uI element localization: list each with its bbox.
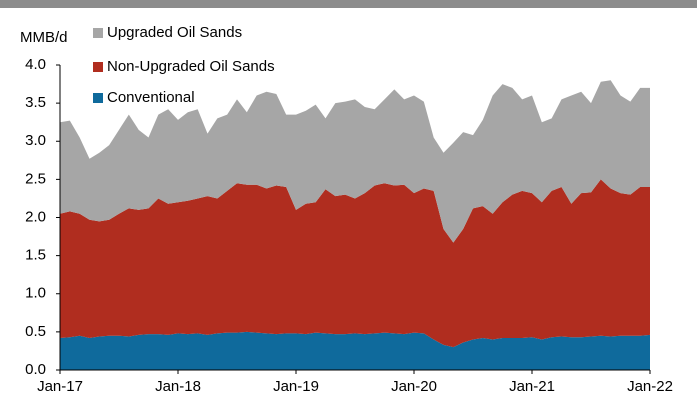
x-tick-label: Jan-22 <box>627 378 673 395</box>
legend-swatch <box>93 62 103 72</box>
x-tick-label: Jan-19 <box>273 378 319 395</box>
area <box>60 331 650 370</box>
legend-swatch <box>93 93 103 103</box>
legend-swatch <box>93 28 103 38</box>
y-tick-label: 1.5 <box>25 247 46 264</box>
area <box>60 179 650 348</box>
x-tick-label: Jan-21 <box>509 378 555 395</box>
legend-label: Non-Upgraded Oil Sands <box>107 58 275 75</box>
legend-label: Upgraded Oil Sands <box>107 24 242 41</box>
y-tick-label: 3.5 <box>25 94 46 111</box>
x-tick-label: Jan-18 <box>155 378 201 395</box>
y-tick-label: 1.0 <box>25 285 46 302</box>
x-tick-label: Jan-17 <box>37 378 83 395</box>
y-tick-label: 0.0 <box>25 361 46 378</box>
top-bar <box>0 0 697 8</box>
y-tick-label: 4.0 <box>25 56 46 73</box>
y-tick-label: 3.0 <box>25 132 46 149</box>
y-tick-label: 0.5 <box>25 323 46 340</box>
legend-label: Conventional <box>107 89 195 106</box>
y-axis-label: MMB/d <box>20 29 68 46</box>
y-tick-label: 2.5 <box>25 170 46 187</box>
y-tick-label: 2.0 <box>25 208 46 225</box>
x-tick-label: Jan-20 <box>391 378 437 395</box>
area <box>60 80 650 243</box>
